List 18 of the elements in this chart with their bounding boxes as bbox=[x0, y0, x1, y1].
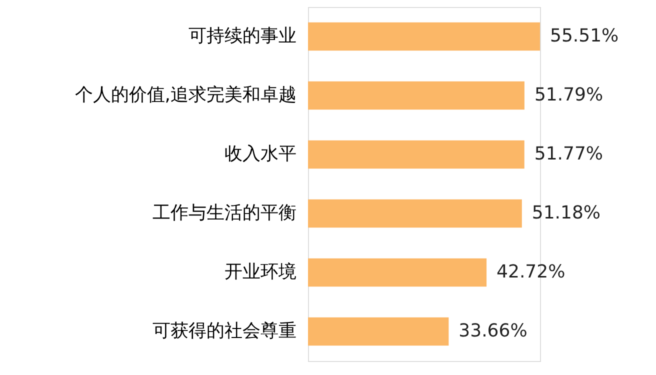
bar bbox=[308, 258, 487, 287]
y-tick-label: 开业环境 bbox=[224, 262, 296, 282]
data-label: 51.79% bbox=[534, 84, 604, 106]
bar bbox=[308, 199, 522, 228]
data-label: 42.72% bbox=[496, 262, 566, 282]
bar bbox=[308, 22, 540, 51]
data-label: 51.77% bbox=[534, 144, 604, 164]
data-label: 33.66% bbox=[458, 320, 528, 342]
y-tick-label: 可获得的社会尊重 bbox=[152, 320, 296, 342]
bar bbox=[308, 317, 449, 346]
y-tick-label: 可持续的事业 bbox=[188, 26, 296, 46]
y-tick-label: 个人的价值,追求完美和卓越 bbox=[74, 84, 296, 106]
y-tick-label: 工作与生活的平衡 bbox=[152, 202, 296, 224]
bar bbox=[308, 81, 524, 110]
y-tick-label: 收入水平 bbox=[224, 144, 296, 164]
bar bbox=[308, 140, 524, 169]
data-label: 51.18% bbox=[532, 202, 601, 224]
data-label: 55.51% bbox=[550, 26, 619, 46]
